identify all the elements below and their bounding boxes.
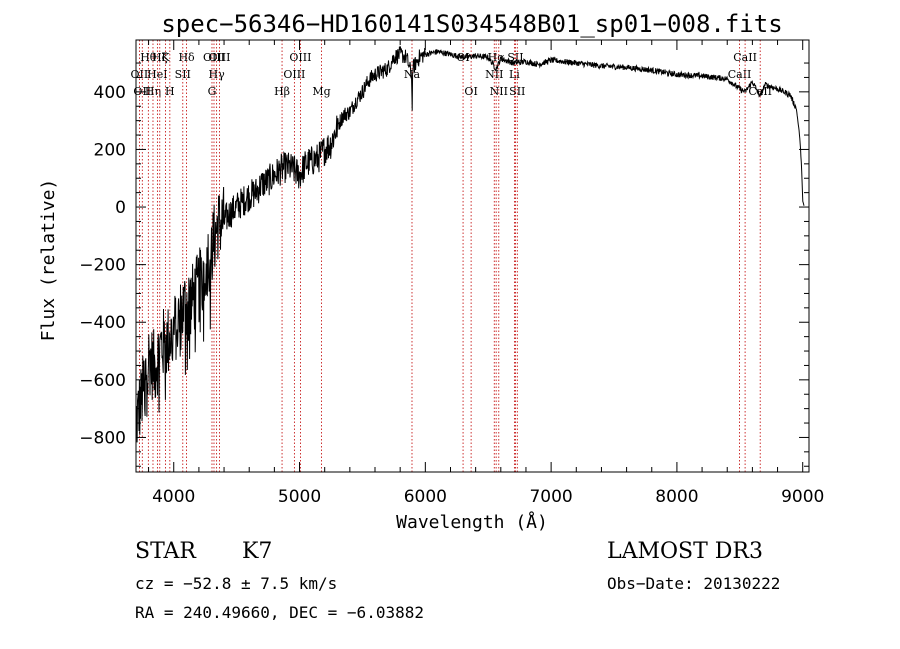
x-tick-label-5000: 5000 <box>278 487 321 507</box>
spectral-line-label-16: OIII <box>289 51 311 64</box>
x-axis: 4000 5000 6000 7000 8000 9000 <box>148 40 824 507</box>
spectral-line-label-14: Hβ <box>274 85 290 98</box>
y-axis-label: Flux (relative) <box>38 179 59 342</box>
spectral-line-label-29: CaII <box>748 85 772 98</box>
ra-dec-coordinates: RA = 240.49660, DEC = −6.03882 <box>135 603 424 622</box>
survey-name: LAMOST DR3 <box>607 539 763 564</box>
spectral-line-label-26: SII <box>509 85 525 98</box>
observation-date: Obs−Date: 20130222 <box>607 574 781 593</box>
spectral-line-markers: OIIOIIHθHηHeIHζKHSIIHδGOIIIHγOIIIHβOIIIO… <box>131 40 772 472</box>
y-tick-label--600: −600 <box>79 371 126 391</box>
spectrum-series <box>135 45 805 443</box>
spectral-line-label-7: H <box>165 85 175 98</box>
x-axis-label: Wavelength (Å) <box>396 511 548 533</box>
y-tick-label-200: 200 <box>94 140 126 160</box>
spectral-line-label-9: Hδ <box>178 51 195 64</box>
y-axis: −800 −600 −400 −200 0 200 400 <box>79 62 809 467</box>
y-tick-label-400: 400 <box>94 83 126 103</box>
spectral-line-label-4: HeI <box>147 68 167 81</box>
spectral-line-label-3: Hη <box>145 85 161 98</box>
y-tick-label--400: −400 <box>79 313 126 333</box>
spectral-line-label-23: NII <box>490 85 508 98</box>
star-class: STAR <box>135 539 196 564</box>
spectral-line-label-21: NII <box>485 68 503 81</box>
spectral-line-label-10: G <box>208 85 217 98</box>
spectral-line-label-0: OII <box>131 68 149 81</box>
star-subclass: K7 <box>242 539 273 564</box>
x-tick-label-4000: 4000 <box>152 487 195 507</box>
x-tick-label-9000: 9000 <box>781 487 824 507</box>
spectral-line-label-28: CaII <box>733 51 757 64</box>
x-tick-label-7000: 7000 <box>529 487 572 507</box>
spectral-line-label-5: Hζ <box>152 51 168 64</box>
spectral-line-label-17: Mg <box>312 85 330 98</box>
plot-frame <box>135 39 810 473</box>
spectrum-line <box>135 45 805 443</box>
spectral-line-label-27: CaII <box>728 68 752 81</box>
spectral-line-label-13: OIII <box>208 51 230 64</box>
spectral-line-label-24: Li <box>509 68 520 81</box>
spectral-line-label-12: Hγ <box>209 68 226 81</box>
redshift-cz: cz = −52.8 ± 7.5 km/s <box>135 574 338 593</box>
x-tick-label-8000: 8000 <box>655 487 698 507</box>
y-tick-label-0: 0 <box>115 198 126 218</box>
chart-title: spec−56346−HD160141S034548B01_sp01−008.f… <box>161 10 782 38</box>
y-tick-label--200: −200 <box>79 256 126 276</box>
spectral-line-label-15: OIII <box>283 68 305 81</box>
y-tick-label--800: −800 <box>79 428 126 448</box>
spectral-line-label-22: Hα <box>488 51 506 64</box>
spectral-line-label-20: OI <box>464 85 477 98</box>
spectral-line-label-8: SII <box>175 68 191 81</box>
x-tick-label-6000: 6000 <box>404 487 447 507</box>
spectral-line-label-6: K <box>161 51 170 64</box>
